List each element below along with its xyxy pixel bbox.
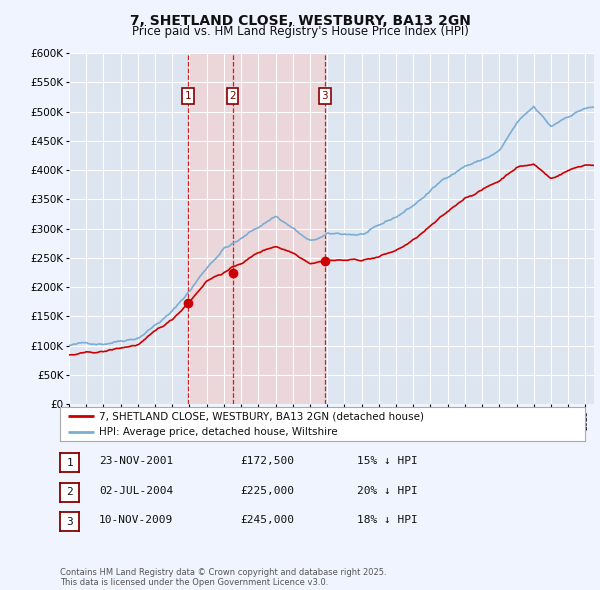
Text: 10-NOV-2009: 10-NOV-2009 (99, 516, 173, 525)
Text: HPI: Average price, detached house, Wiltshire: HPI: Average price, detached house, Wilt… (100, 427, 338, 437)
Text: 20% ↓ HPI: 20% ↓ HPI (357, 486, 418, 496)
Text: 02-JUL-2004: 02-JUL-2004 (99, 486, 173, 496)
Text: 3: 3 (66, 517, 73, 526)
Text: 2: 2 (66, 487, 73, 497)
Text: £245,000: £245,000 (240, 516, 294, 525)
Text: Price paid vs. HM Land Registry's House Price Index (HPI): Price paid vs. HM Land Registry's House … (131, 25, 469, 38)
Bar (233, 53, 325, 404)
Text: 7, SHETLAND CLOSE, WESTBURY, BA13 2GN: 7, SHETLAND CLOSE, WESTBURY, BA13 2GN (130, 14, 470, 28)
Text: 2: 2 (229, 91, 236, 101)
Text: £172,500: £172,500 (240, 457, 294, 466)
Text: 23-NOV-2001: 23-NOV-2001 (99, 457, 173, 466)
Bar (188, 53, 233, 404)
Text: 7, SHETLAND CLOSE, WESTBURY, BA13 2GN (detached house): 7, SHETLAND CLOSE, WESTBURY, BA13 2GN (d… (100, 412, 424, 422)
Text: £225,000: £225,000 (240, 486, 294, 496)
Text: 3: 3 (322, 91, 328, 101)
Text: Contains HM Land Registry data © Crown copyright and database right 2025.
This d: Contains HM Land Registry data © Crown c… (60, 568, 386, 587)
Text: 1: 1 (66, 458, 73, 467)
Text: 1: 1 (184, 91, 191, 101)
Text: 18% ↓ HPI: 18% ↓ HPI (357, 516, 418, 525)
Text: 15% ↓ HPI: 15% ↓ HPI (357, 457, 418, 466)
